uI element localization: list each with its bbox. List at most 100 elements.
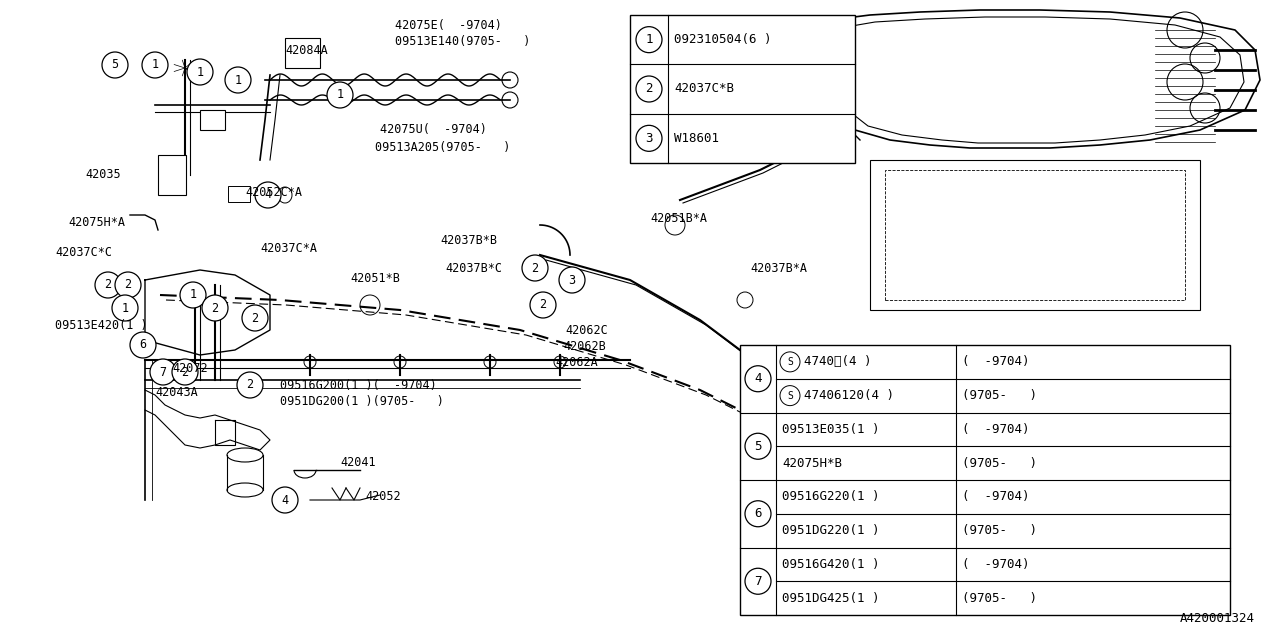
- Text: 2: 2: [539, 298, 547, 312]
- Bar: [157, 155, 186, 195]
- Text: (9705-   ): (9705- ): [963, 591, 1037, 605]
- Text: 09516G420(1 ): 09516G420(1 ): [782, 558, 879, 571]
- Circle shape: [113, 295, 138, 321]
- Circle shape: [255, 182, 282, 208]
- Text: 42084A: 42084A: [285, 44, 328, 56]
- Circle shape: [522, 255, 548, 281]
- Circle shape: [202, 295, 228, 321]
- Text: 42037B*A: 42037B*A: [750, 262, 806, 275]
- Text: 1: 1: [645, 33, 653, 46]
- Circle shape: [95, 272, 122, 298]
- Text: 4: 4: [282, 493, 288, 506]
- Text: 1: 1: [151, 58, 159, 72]
- Text: 2: 2: [124, 278, 132, 291]
- Text: 5: 5: [754, 440, 762, 452]
- Text: 4740愦(4 ): 4740愦(4 ): [804, 355, 872, 369]
- Text: 42075U(  -9704): 42075U( -9704): [380, 124, 486, 136]
- Text: 42043A: 42043A: [155, 385, 197, 399]
- Circle shape: [559, 267, 585, 293]
- Text: 2: 2: [105, 278, 111, 291]
- Text: 42072: 42072: [172, 362, 207, 374]
- Circle shape: [530, 292, 556, 318]
- Text: 6: 6: [754, 508, 762, 520]
- Text: 09516G220(1 ): 09516G220(1 ): [782, 490, 879, 504]
- Text: A420001324: A420001324: [1180, 612, 1254, 625]
- Text: 4: 4: [265, 189, 271, 202]
- Circle shape: [115, 272, 141, 298]
- Text: W18601: W18601: [675, 132, 719, 145]
- Text: 42051B*A: 42051B*A: [650, 211, 707, 225]
- Text: 4: 4: [754, 372, 762, 385]
- Text: 7: 7: [160, 365, 166, 378]
- Circle shape: [225, 67, 251, 93]
- Text: 2: 2: [645, 83, 653, 95]
- Text: 42037B*C: 42037B*C: [445, 262, 502, 275]
- Text: 47406120(4 ): 47406120(4 ): [804, 389, 893, 402]
- Circle shape: [180, 282, 206, 308]
- Text: 42037C*B: 42037C*B: [675, 83, 733, 95]
- Text: (  -9704): ( -9704): [963, 423, 1029, 436]
- Circle shape: [131, 332, 156, 358]
- Circle shape: [142, 52, 168, 78]
- Text: 1: 1: [337, 88, 343, 102]
- Text: 1: 1: [189, 289, 197, 301]
- Text: 3: 3: [568, 273, 576, 287]
- Text: 42052: 42052: [365, 490, 401, 502]
- Text: 09513E035(1 ): 09513E035(1 ): [782, 423, 879, 436]
- Text: (9705-   ): (9705- ): [963, 456, 1037, 470]
- Text: 42051*B: 42051*B: [349, 271, 399, 285]
- Bar: [630, 15, 855, 163]
- Text: 0951DG220(1 ): 0951DG220(1 ): [782, 524, 879, 537]
- Bar: [200, 110, 225, 130]
- Text: 2: 2: [182, 365, 188, 378]
- Text: (  -9704): ( -9704): [963, 355, 1029, 369]
- Text: 42037C*A: 42037C*A: [260, 241, 317, 255]
- Text: 42062B: 42062B: [563, 339, 605, 353]
- Circle shape: [187, 59, 212, 85]
- Text: 09516G200(1 )(  -9704): 09516G200(1 )( -9704): [280, 378, 436, 392]
- Text: 0951DG425(1 ): 0951DG425(1 ): [782, 591, 879, 605]
- Text: S: S: [787, 357, 792, 367]
- Text: 1: 1: [234, 74, 242, 86]
- Text: 42075H*B: 42075H*B: [782, 456, 842, 470]
- Text: (9705-   ): (9705- ): [963, 524, 1037, 537]
- Text: 42041: 42041: [340, 456, 375, 468]
- Bar: [740, 345, 1230, 615]
- Text: 42075E(  -9704): 42075E( -9704): [396, 19, 502, 31]
- Text: S: S: [787, 390, 792, 401]
- Text: 3: 3: [645, 132, 653, 145]
- Circle shape: [273, 487, 298, 513]
- Text: 7: 7: [754, 575, 762, 588]
- Text: 42062A: 42062A: [556, 355, 598, 369]
- Bar: [285, 38, 320, 68]
- Text: 09513A205(9705-   ): 09513A205(9705- ): [375, 141, 511, 154]
- Circle shape: [326, 82, 353, 108]
- Text: 092310504(6 ): 092310504(6 ): [675, 33, 772, 46]
- Text: (  -9704): ( -9704): [963, 558, 1029, 571]
- Text: (  -9704): ( -9704): [963, 490, 1029, 504]
- Ellipse shape: [227, 483, 262, 497]
- Text: 42075H*A: 42075H*A: [68, 216, 125, 228]
- Circle shape: [237, 372, 262, 398]
- Text: (9705-   ): (9705- ): [963, 389, 1037, 402]
- Text: 2: 2: [247, 378, 253, 392]
- Text: 5: 5: [111, 58, 119, 72]
- Text: 09513E420(1 ): 09513E420(1 ): [55, 319, 147, 332]
- Text: 09513E140(9705-   ): 09513E140(9705- ): [396, 35, 530, 49]
- Text: 42037C*C: 42037C*C: [55, 246, 113, 259]
- Bar: [228, 186, 250, 202]
- Text: 1: 1: [196, 65, 204, 79]
- Text: 42035: 42035: [84, 168, 120, 182]
- Text: 42052C*A: 42052C*A: [244, 186, 302, 200]
- Text: 2: 2: [211, 301, 219, 314]
- Circle shape: [172, 359, 198, 385]
- Text: 2: 2: [531, 262, 539, 275]
- Circle shape: [242, 305, 268, 331]
- Bar: [884, 170, 1185, 300]
- Text: 2: 2: [251, 312, 259, 324]
- Ellipse shape: [227, 448, 262, 462]
- Bar: [870, 160, 1201, 310]
- Circle shape: [102, 52, 128, 78]
- Text: 0951DG200(1 )(9705-   ): 0951DG200(1 )(9705- ): [280, 394, 444, 408]
- Text: 6: 6: [140, 339, 147, 351]
